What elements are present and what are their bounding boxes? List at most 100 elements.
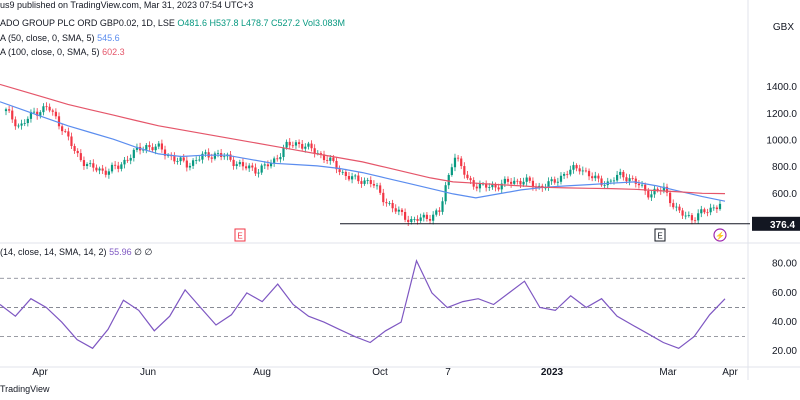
ma50-value: 545.6: [97, 33, 120, 43]
candle-body: [497, 187, 500, 190]
ohlc-line: ADO GROUP PLC ORD GBP0.02, 1D, LSE O481.…: [0, 18, 345, 28]
event-marker-label: E: [657, 232, 662, 241]
candle-body: [522, 181, 525, 185]
candle-body: [4, 109, 8, 112]
candle-body: [173, 156, 176, 162]
ma100-legend: A (100, close, 0, SMA, 5) 602.3: [0, 47, 125, 57]
last-price-label: 376.4: [770, 220, 795, 231]
candle-body: [400, 209, 404, 212]
candle-body: [26, 118, 29, 124]
candle-body: [85, 164, 89, 166]
candle-body: [11, 110, 14, 120]
time-tick-label: Aug: [253, 367, 271, 378]
rsi-tick-label: 80.00: [772, 259, 797, 270]
candle-body: [678, 206, 681, 211]
ma50-label: A (50, close, 0, SMA, 5): [0, 33, 95, 43]
candle-body: [469, 178, 472, 181]
candle-body: [39, 112, 42, 116]
candle-body: [279, 157, 282, 160]
candle-body: [681, 210, 684, 216]
time-tick-label: 7: [445, 367, 451, 378]
candle-body: [500, 183, 503, 190]
candle-body: [675, 206, 678, 208]
candle-body: [597, 175, 600, 179]
candle-body: [494, 184, 497, 188]
candle-body: [463, 166, 466, 175]
candle-body: [612, 180, 616, 182]
candle-body: [669, 192, 672, 204]
candle-body: [29, 111, 33, 119]
candle-body: [475, 186, 478, 189]
candle-body: [142, 149, 145, 151]
event-marker-label: ⚡: [715, 231, 725, 241]
candle-body: [260, 165, 263, 173]
candle-body: [525, 177, 528, 182]
candle-body: [703, 209, 706, 213]
candle-body: [232, 159, 235, 167]
rsi-tick-label: 20.00: [772, 346, 797, 357]
ma50-line: [0, 101, 726, 202]
price-tick-label: 1400.0: [766, 82, 797, 93]
candle-body: [154, 146, 157, 151]
candle-body: [188, 165, 192, 168]
candle-body: [322, 154, 326, 161]
candle-body: [410, 219, 413, 223]
candle-body: [350, 176, 354, 180]
candle-body: [447, 175, 450, 186]
candle-body: [419, 217, 422, 221]
candle-body: [326, 160, 329, 161]
candle-body: [566, 173, 569, 175]
rsi-value: 55.96: [109, 247, 132, 257]
candle-body: [625, 177, 628, 182]
candle-body: [238, 162, 241, 165]
candle-body: [516, 180, 519, 182]
candle-body: [347, 176, 351, 180]
candle-body: [603, 185, 606, 186]
candle-body: [528, 177, 531, 181]
candle-body: [216, 152, 220, 154]
ohlc-values: O481.6 H537.8 L478.7 C527.2 Vol3.083M: [177, 18, 346, 28]
ma100-value: 602.3: [102, 47, 125, 57]
candle-body: [435, 210, 438, 215]
candle-body: [70, 136, 73, 147]
ma100-line: [0, 83, 726, 195]
candle-body: [82, 160, 86, 166]
candle-body: [23, 123, 26, 124]
candle-body: [319, 153, 323, 155]
candle-body: [285, 141, 288, 148]
candle-body: [95, 167, 98, 171]
candle-body: [640, 184, 644, 186]
candle-body: [628, 178, 631, 182]
candle-body: [294, 142, 298, 146]
candle-body: [428, 218, 432, 221]
candle-body: [388, 203, 391, 204]
candle-body: [61, 126, 64, 132]
candle-body: [301, 143, 304, 149]
candle-body: [718, 203, 722, 210]
last-price-box: [752, 216, 800, 231]
candle-body: [616, 174, 619, 181]
candle-body: [591, 176, 594, 179]
candle-body: [17, 125, 20, 127]
candle-body: [110, 164, 114, 172]
candle-body: [210, 157, 213, 159]
ma100-label: A (100, close, 0, SMA, 5): [0, 47, 100, 57]
candle-body: [145, 145, 148, 150]
candle-body: [67, 131, 70, 137]
rsi-legend: (14, close, 14, SMA, 14, 2) 55.96 ∅ ∅: [0, 247, 152, 258]
candle-body: [195, 160, 198, 161]
candle-body: [241, 162, 245, 167]
candle-body: [634, 178, 637, 184]
candle-body: [413, 218, 416, 220]
candle-body: [313, 148, 316, 154]
candle-body: [653, 188, 656, 195]
symbol-title: ADO GROUP PLC ORD GBP0.02, 1D, LSE: [0, 18, 175, 28]
candle-body: [92, 163, 95, 168]
candle-body: [263, 164, 266, 166]
candle-body: [276, 158, 279, 160]
time-tick-label: Oct: [372, 367, 388, 378]
candle-body: [559, 175, 563, 182]
candle-body: [354, 175, 357, 177]
time-tick-label: Apr: [722, 367, 738, 378]
